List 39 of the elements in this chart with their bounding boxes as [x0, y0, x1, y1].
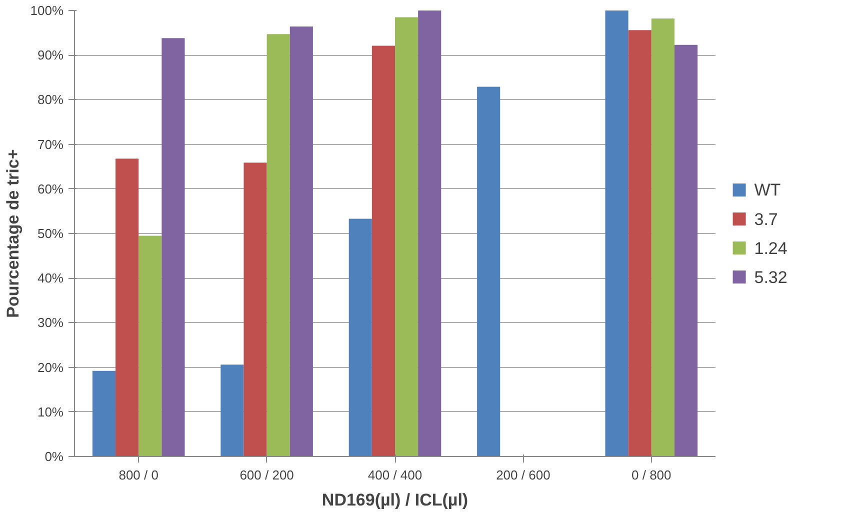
x-axis-title: ND169(µl) / ICL(µl) — [322, 490, 468, 510]
y-axis-title: Pourcentage de tric+ — [3, 149, 22, 318]
x-tick-label: 200 / 600 — [496, 468, 550, 482]
x-tick-label: 600 / 200 — [240, 468, 294, 482]
y-tick-label: 70% — [37, 136, 64, 152]
y-tick-label: 80% — [37, 92, 64, 108]
bar — [220, 364, 244, 456]
y-tick-label: 20% — [37, 360, 64, 375]
bar — [395, 17, 418, 456]
bar — [138, 236, 162, 456]
bar — [266, 34, 290, 456]
bar — [92, 370, 116, 456]
y-tick-label: 30% — [37, 315, 64, 330]
y-tick-label: 0% — [44, 449, 64, 464]
bar — [418, 10, 442, 456]
y-tick-label: 10% — [37, 404, 64, 420]
x-tick-label: 800 / 0 — [118, 468, 158, 482]
bar — [244, 162, 267, 456]
y-tick-label: 100% — [30, 3, 64, 18]
y-tick-label: 40% — [37, 270, 64, 286]
y-tick-label: 60% — [37, 181, 64, 196]
y-tick-label: 90% — [37, 48, 64, 63]
bar — [477, 86, 500, 456]
x-tick-label: 0 / 800 — [632, 468, 672, 482]
legend-label: 5.32 — [754, 268, 788, 287]
legend-label: WT — [754, 180, 781, 200]
bar — [162, 38, 185, 456]
legend-label: 1.24 — [754, 238, 788, 258]
bar — [348, 218, 372, 456]
legend-label: 3.7 — [754, 210, 778, 230]
bar — [628, 30, 652, 456]
x-tick-label: 400 / 400 — [368, 468, 422, 482]
bar — [674, 44, 698, 456]
bar — [116, 158, 139, 456]
bar — [290, 26, 313, 456]
bar — [651, 18, 674, 456]
bar — [372, 46, 395, 456]
y-tick-label: 50% — [37, 226, 64, 241]
bar — [605, 10, 628, 456]
